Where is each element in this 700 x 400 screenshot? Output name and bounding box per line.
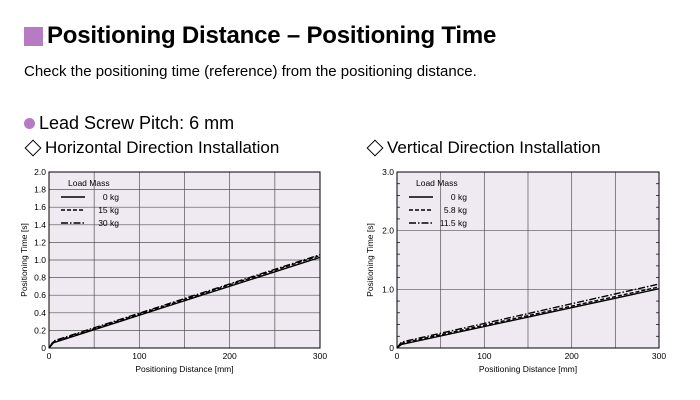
x-tick-label: 0 <box>395 351 400 361</box>
series-line <box>396 283 660 349</box>
y-tick-label: 3.0 <box>382 167 394 177</box>
x-tick-label: 100 <box>132 351 146 361</box>
y-tick-label: 1.8 <box>34 185 46 195</box>
y-tick-label: 0.8 <box>34 273 46 283</box>
x-tick-label: 200 <box>223 351 237 361</box>
x-tick-label: 300 <box>313 351 327 361</box>
y-tick-label: 2.0 <box>34 167 46 177</box>
diamond-icon <box>24 139 42 157</box>
y-tick-label: 0 <box>41 343 46 353</box>
y-tick-label: 0.4 <box>34 308 46 318</box>
x-axis-label: Positioning Distance [mm] <box>479 364 577 374</box>
y-tick-label: 0.6 <box>34 290 46 300</box>
page-header: Positioning Distance – Positioning Time <box>24 22 496 50</box>
title-square-icon <box>24 26 43 46</box>
y-tick-label: 1.2 <box>34 237 46 247</box>
chart-heading-vertical: Vertical Direction Installation <box>366 138 601 158</box>
legend-label: 30 kg <box>98 218 119 228</box>
page-subtitle: Check the positioning time (reference) f… <box>24 63 477 80</box>
y-tick-label: 1.0 <box>382 284 394 294</box>
chart-title-horizontal: Horizontal Direction Installation <box>45 138 280 157</box>
plot-frame <box>396 171 660 349</box>
y-tick-label: 0.2 <box>34 325 46 335</box>
y-axis-label: Positioning Time [s] <box>365 223 375 297</box>
pitch-label: Lead Screw Pitch: 6 mm <box>39 113 235 133</box>
legend-label: 11.5 kg <box>440 218 468 228</box>
x-axis-label: Positioning Distance [mm] <box>135 364 233 374</box>
page-title: Positioning Distance – Positioning Time <box>47 22 497 49</box>
legend-title: Load Mass <box>416 178 458 188</box>
x-tick-label: 100 <box>477 351 491 361</box>
legend-title: Load Mass <box>68 178 110 188</box>
plot-frame <box>48 171 321 349</box>
legend-label: 5.8 kg <box>444 205 467 215</box>
x-tick-label: 0 <box>47 351 52 361</box>
x-tick-label: 200 <box>565 351 579 361</box>
chart-horizontal: 0 0.2 0.4 0.6 0.8 1.0 1.2 1.4 1.6 1.8 2.0 0 100 200 30… <box>19 167 327 374</box>
legend-label: 0 kg <box>451 192 467 202</box>
diamond-icon <box>366 139 384 157</box>
y-tick-label: 1.0 <box>34 255 46 265</box>
x-tick-label: 300 <box>652 351 666 361</box>
y-tick-label: 2.0 <box>382 226 394 236</box>
y-axis-label: Positioning Time [s] <box>19 223 29 297</box>
series-line <box>48 254 321 349</box>
chart-title-vertical: Vertical Direction Installation <box>387 138 601 157</box>
pitch-heading: Lead Screw Pitch: 6 mm <box>24 113 234 134</box>
y-tick-label: 1.4 <box>34 220 46 230</box>
y-tick-label: 0 <box>389 343 394 353</box>
legend-label: 15 kg <box>98 205 119 215</box>
bullet-dot-icon <box>24 118 35 129</box>
chart-heading-horizontal: Horizontal Direction Installation <box>24 138 279 158</box>
y-tick-label: 1.6 <box>34 202 46 212</box>
chart-vertical: 0 1.0 2.0 3.0 0 100 200 300 Positioning Distance… <box>365 167 666 374</box>
legend-label: 0 kg <box>103 192 119 202</box>
